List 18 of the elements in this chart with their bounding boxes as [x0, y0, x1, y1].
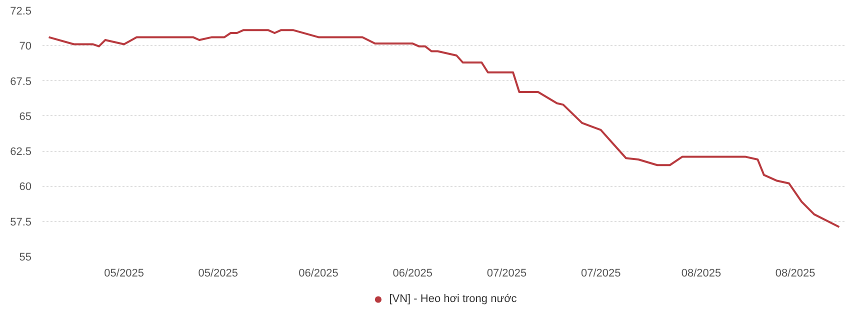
- x-tick-label: 07/2025: [580, 268, 621, 280]
- x-tick-label: 06/2025: [298, 268, 338, 280]
- x-tick-label: 08/2025: [681, 268, 722, 280]
- x-tick-label: 05/2025: [104, 268, 144, 280]
- y-tick-label: 60: [19, 181, 32, 194]
- x-tick-label: 07/2025: [486, 268, 527, 280]
- y-tick-label: 72.5: [10, 6, 32, 18]
- y-tick-label: 70: [19, 40, 32, 53]
- x-tick-label: 05/2025: [198, 268, 238, 280]
- y-tick-label: 67.5: [10, 76, 32, 88]
- y-tick-label: 65: [19, 110, 32, 123]
- x-tick-label: 08/2025: [775, 268, 816, 280]
- y-tick-label: 55: [19, 252, 32, 264]
- y-tick-label: 62.5: [10, 146, 32, 158]
- line-series: [48, 29, 840, 228]
- x-tick-label: 06/2025: [392, 268, 433, 280]
- legend-label: [VN] - Heo hơi trong nước: [389, 293, 517, 305]
- y-tick-label: 57.5: [10, 216, 32, 228]
